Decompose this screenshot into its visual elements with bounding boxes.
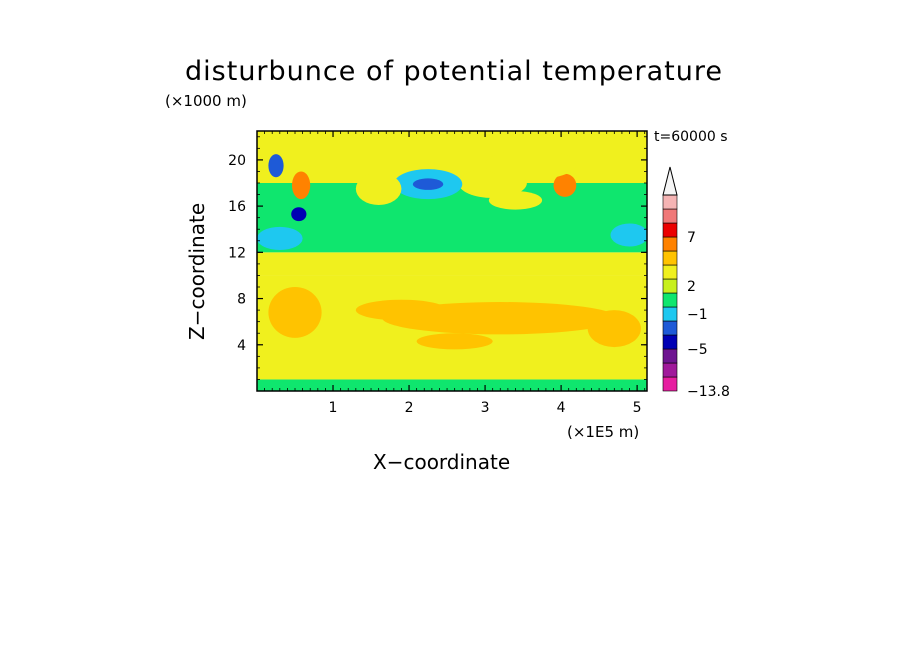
colorbar-swatch-0 xyxy=(662,376,678,392)
colorbar-swatch-10 xyxy=(662,236,678,252)
x-tick-label-2: 3 xyxy=(481,400,490,416)
colorbar-swatch-8 xyxy=(662,264,678,280)
colorbar-label-2: −1 xyxy=(687,307,708,323)
contour-blob-3 xyxy=(355,299,448,321)
colorbar-extend-arrow xyxy=(662,166,678,196)
colorbar-swatch-13 xyxy=(662,194,678,210)
x-tick-label-4: 5 xyxy=(633,400,642,416)
y-axis-ticks: 4 8 12 16 20 xyxy=(228,136,647,380)
y-tick-label-0: 4 xyxy=(237,338,246,354)
colorbar-swatch-4 xyxy=(662,320,678,336)
x-axis-label: X−coordinate xyxy=(373,450,511,474)
contour-blob-13 xyxy=(268,154,284,178)
field-band-2 xyxy=(257,252,647,276)
contour-blob-15 xyxy=(610,223,647,247)
contour-blob-17 xyxy=(298,136,353,170)
y-tick-label-3: 16 xyxy=(228,199,246,215)
contour-blob-14 xyxy=(553,173,577,197)
colorbar-swatch-1 xyxy=(662,362,678,378)
colorbar-swatch-3 xyxy=(662,334,678,350)
x-tick-label-0: 1 xyxy=(329,400,338,416)
y-tick-label-1: 8 xyxy=(237,292,246,308)
contour-blob-1 xyxy=(268,287,322,338)
y-tick-label-4: 20 xyxy=(228,153,246,169)
colorbar-label-3: −5 xyxy=(687,342,708,358)
contour-blob-8 xyxy=(412,178,444,190)
contour-blob-16 xyxy=(485,149,577,180)
x-tick-label-1: 2 xyxy=(405,400,414,416)
colorbar-swatch-12 xyxy=(662,208,678,224)
x-unit-label: (×1E5 m) xyxy=(567,423,640,441)
contour-blob-12 xyxy=(291,207,307,222)
colorbar-swatch-11 xyxy=(662,222,678,238)
time-label: t=60000 s xyxy=(654,129,728,145)
z-unit-label: (×1000 m) xyxy=(165,92,247,110)
contour-blob-4 xyxy=(416,333,493,350)
colorbar-label-0: 7 xyxy=(687,230,696,246)
colorbar-label-4: −13.8 xyxy=(687,384,730,400)
colorbar-swatch-7 xyxy=(662,278,678,294)
colorbar-swatch-6 xyxy=(662,292,678,308)
contour-blob-11 xyxy=(291,171,311,200)
contour-field xyxy=(257,131,647,391)
colorbar-label-1: 2 xyxy=(687,279,696,295)
x-axis-ticks: 1 2 3 4 5 xyxy=(264,131,646,416)
colorbar-swatch-9 xyxy=(662,250,678,266)
contour-blob-10 xyxy=(257,226,303,251)
plot-frame xyxy=(256,130,648,392)
contour-blob-2 xyxy=(587,310,641,348)
contour-blob-9 xyxy=(355,172,402,205)
colorbar: 7 2 −1 −5 −13.8 xyxy=(662,166,730,400)
field-band-0 xyxy=(257,379,647,391)
y-tick-label-2: 12 xyxy=(228,245,246,261)
colorbar-swatch-2 xyxy=(662,348,678,364)
chart-title: disturbunce of potential temperature xyxy=(185,56,723,87)
x-tick-label-3: 4 xyxy=(557,400,566,416)
colorbar-swatch-5 xyxy=(662,306,678,322)
